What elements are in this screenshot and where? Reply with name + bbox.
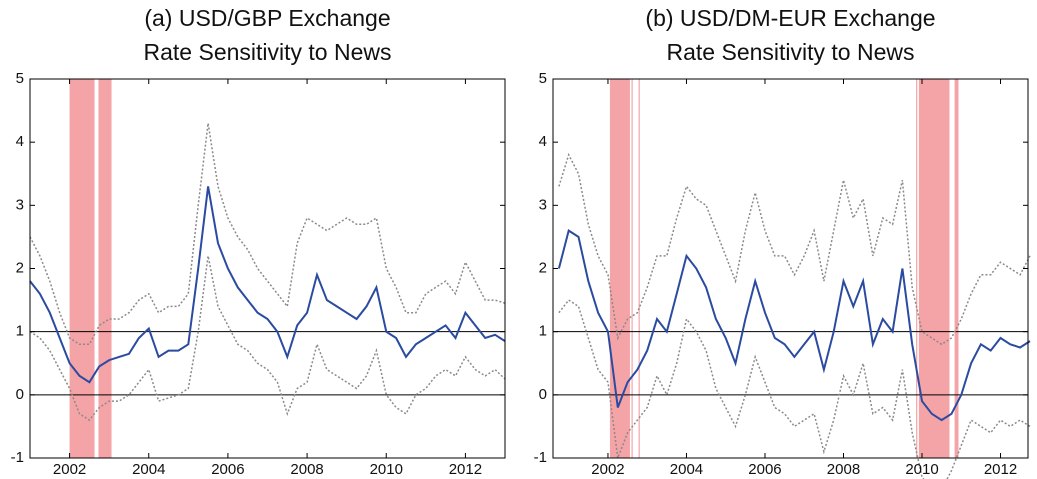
chart-title: (a) USD/GBP Exchange [144, 5, 390, 31]
shaded-region [69, 79, 95, 458]
y-tick-label: 2 [16, 259, 24, 276]
y-tick-label: 1 [539, 323, 547, 340]
series-line [29, 255, 506, 422]
shaded-region [638, 79, 640, 458]
y-tick-label: -1 [534, 449, 547, 466]
x-tick-label: 2004 [670, 461, 703, 478]
y-tick-label: 2 [539, 259, 547, 276]
y-tick-label: 5 [539, 70, 547, 87]
y-tick-label: 5 [16, 70, 24, 87]
y-tick-label: 0 [16, 386, 24, 403]
series-line [29, 186, 506, 384]
x-tick-label: 2004 [132, 461, 165, 478]
shaded-region [631, 79, 633, 458]
y-tick-label: 0 [539, 386, 547, 403]
x-tick-label: 2010 [370, 461, 403, 478]
series-line [558, 299, 1031, 479]
chart-title: (b) USD/DM-EUR Exchange [645, 5, 935, 31]
x-tick-label: 2006 [748, 461, 781, 478]
series-line [557, 229, 1031, 422]
x-tick-label: 2012 [449, 461, 482, 478]
shaded-region [98, 79, 112, 458]
y-tick-label: -1 [11, 449, 24, 466]
x-tick-label: 2002 [591, 461, 624, 478]
chart-title: Rate Sensitivity to News [144, 39, 392, 65]
x-tick-label: 2010 [905, 461, 938, 478]
chart-title: Rate Sensitivity to News [667, 39, 915, 65]
y-tick-label: 1 [16, 323, 24, 340]
y-tick-label: 4 [539, 133, 547, 150]
shaded-region [609, 79, 630, 458]
x-tick-label: 2006 [211, 461, 244, 478]
shaded-region [954, 79, 959, 458]
x-tick-label: 2002 [53, 461, 86, 478]
series-line [558, 152, 1031, 346]
x-tick-label: 2008 [827, 461, 860, 478]
x-tick-label: 2012 [984, 461, 1017, 478]
shaded-region [916, 79, 918, 458]
shaded-region [918, 79, 950, 458]
x-tick-label: 2008 [290, 461, 323, 478]
y-tick-label: 3 [16, 196, 24, 213]
y-tick-label: 4 [16, 133, 24, 150]
y-tick-label: 3 [539, 196, 547, 213]
